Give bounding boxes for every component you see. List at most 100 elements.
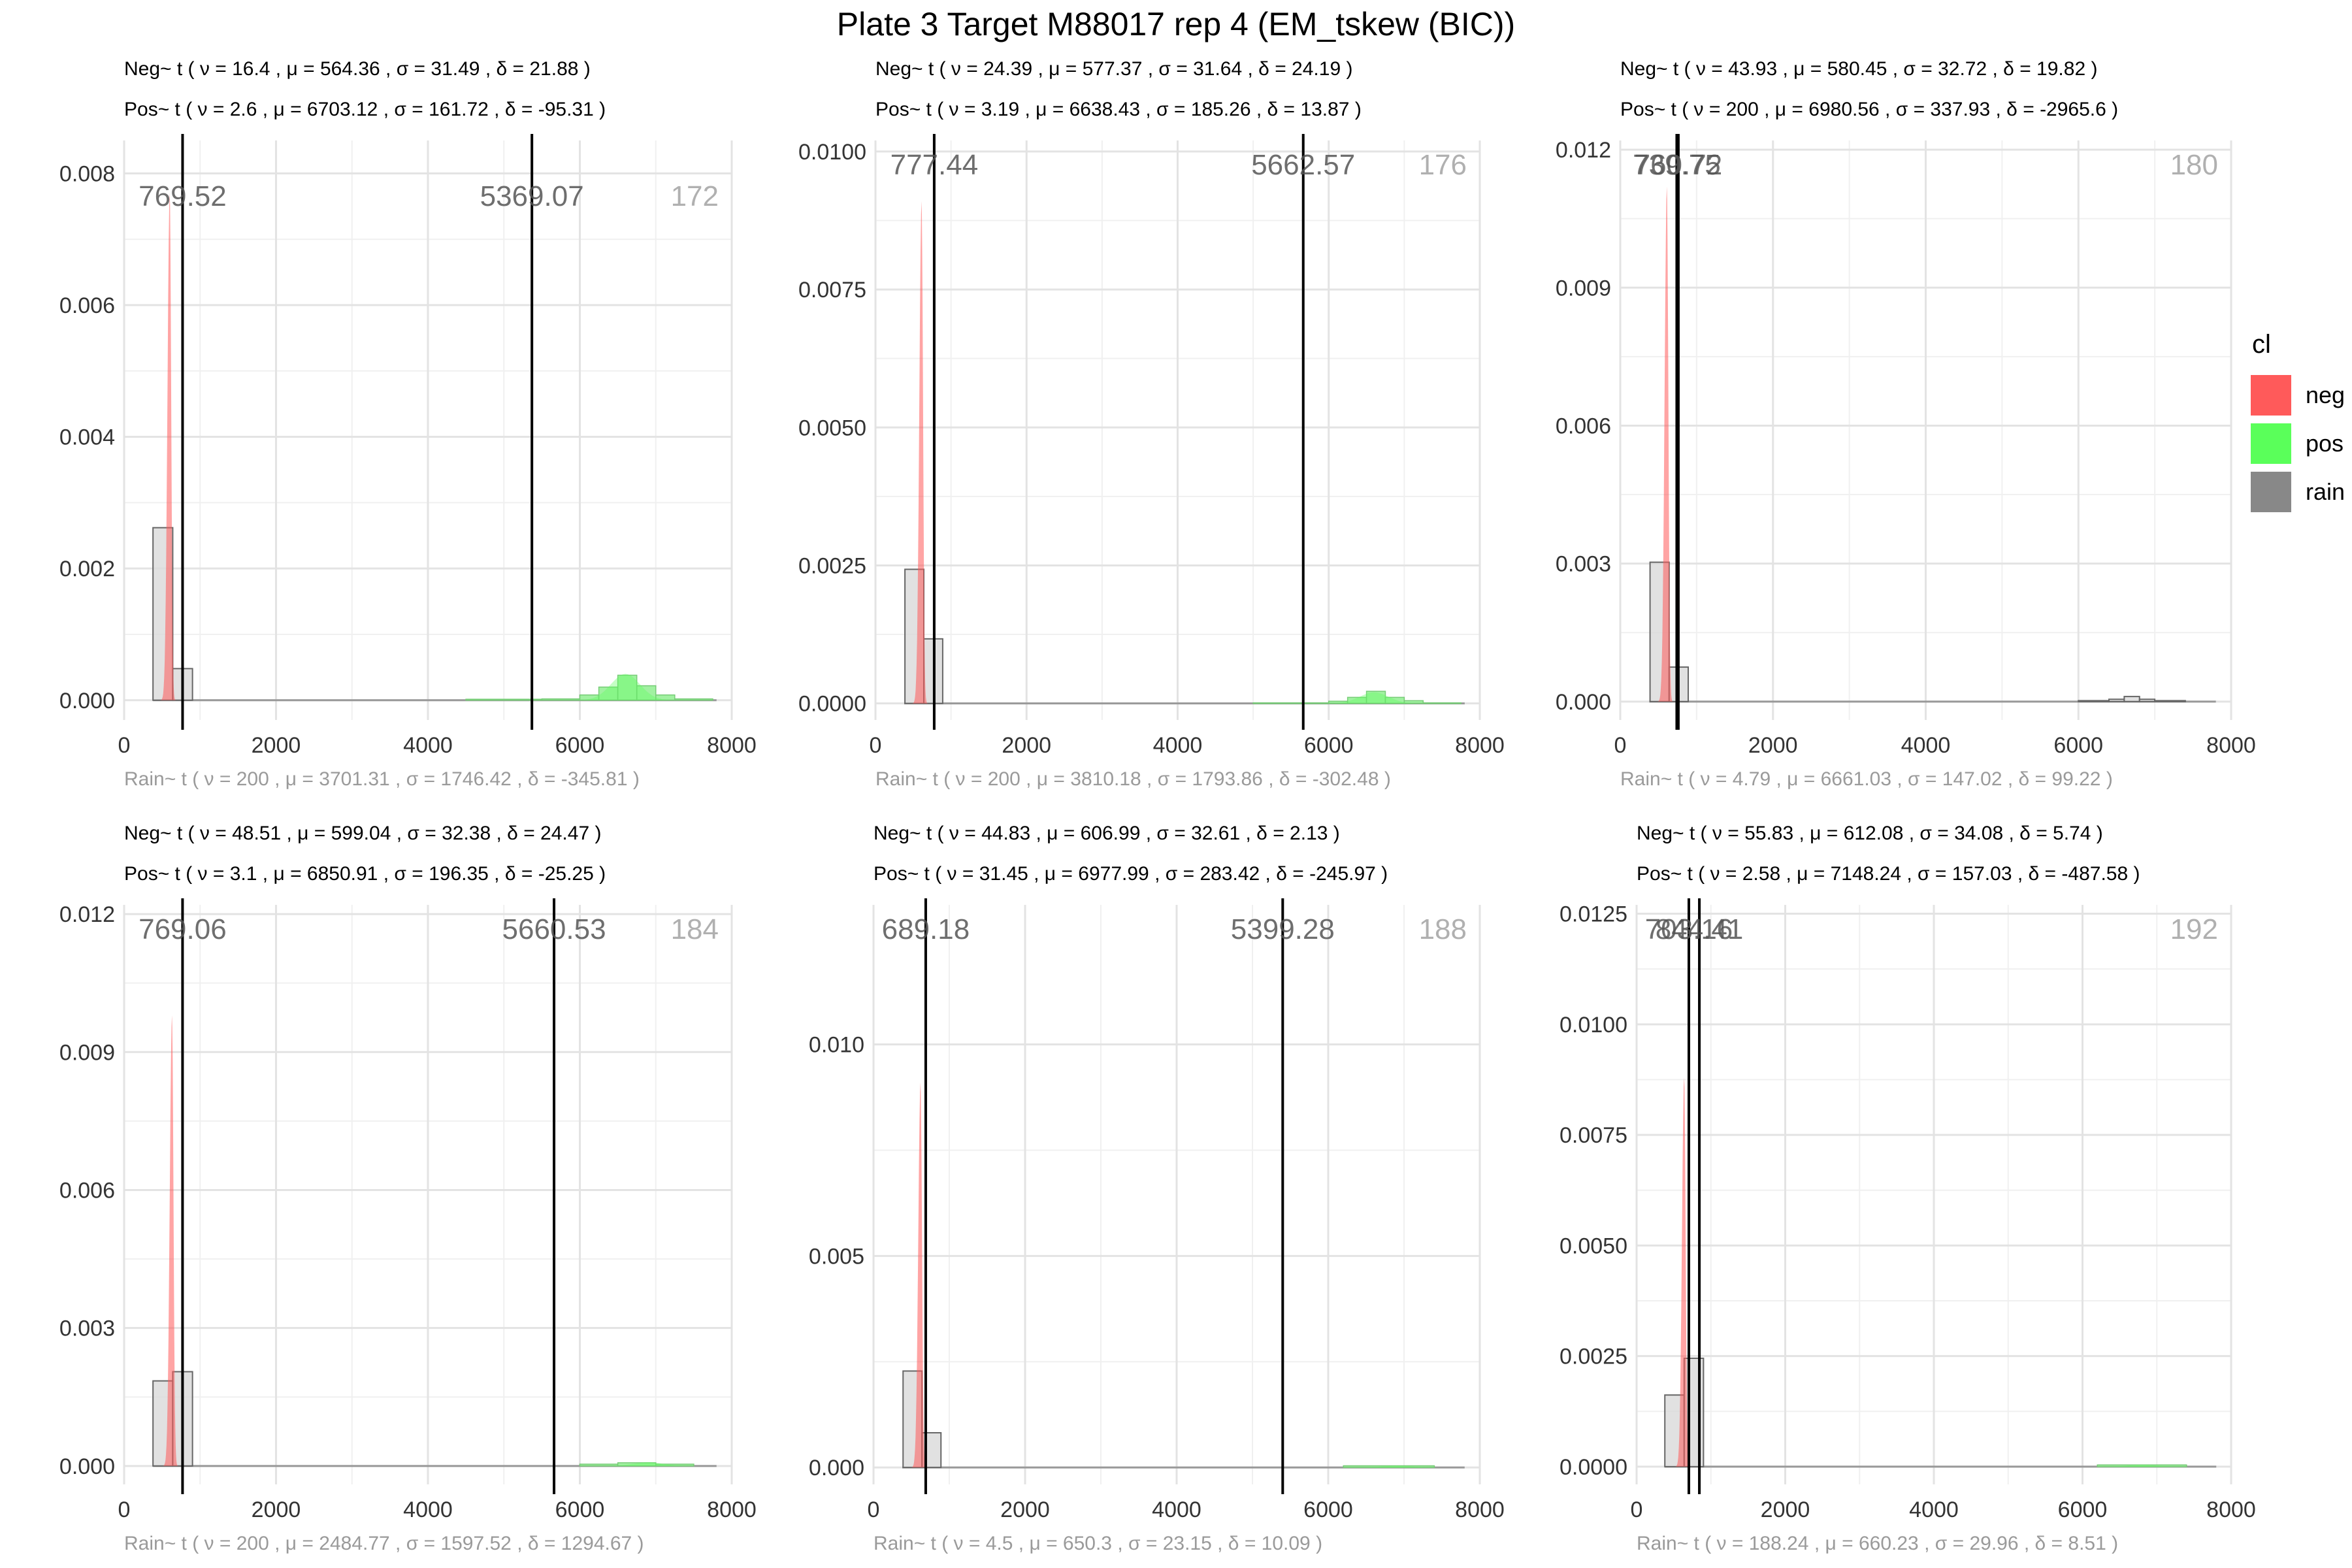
y-tick-label: 0.002 xyxy=(59,557,115,581)
x-tick-label: 2000 xyxy=(1000,1497,1050,1522)
density-pos xyxy=(2089,1465,2195,1467)
x-tick-label: 4000 xyxy=(1909,1497,1959,1522)
x-tick-label: 8000 xyxy=(707,733,757,758)
legend-swatch-rain xyxy=(2251,472,2291,512)
threshold-label: 777.44 xyxy=(890,149,979,181)
figure-title: Plate 3 Target M88017 rep 4 (EM_tskew (B… xyxy=(836,6,1516,42)
x-tick-label: 2000 xyxy=(1748,733,1798,758)
density-neg xyxy=(910,1082,928,1468)
histogram-bar-pos xyxy=(655,694,676,701)
x-tick-label: 6000 xyxy=(555,1497,605,1522)
histogram-bar-rain xyxy=(2138,698,2156,702)
x-tick-label: 2000 xyxy=(1761,1497,1810,1522)
x-tick-label: 4000 xyxy=(1152,1497,1201,1522)
neg-params-label: Neg~ t ( ν = 55.83 , μ = 612.08 , σ = 34… xyxy=(1637,823,2103,844)
y-tick-label: 0.010 xyxy=(809,1033,864,1058)
grid xyxy=(1619,140,2232,720)
histogram-bar-pos xyxy=(1252,702,1330,704)
panel-2: Neg~ t ( ν = 24.39 , μ = 577.37 , σ = 31… xyxy=(798,58,1505,790)
x-tick-label: 8000 xyxy=(2206,733,2256,758)
droplet-count-label: 184 xyxy=(671,913,719,945)
legend-label-rain: rain xyxy=(2306,478,2345,505)
y-tick-label: 0.0025 xyxy=(1560,1345,1627,1369)
histogram-bar-rain xyxy=(2078,700,2110,702)
x-tick-label: 6000 xyxy=(2058,1497,2108,1522)
y-tick-label: 0.0125 xyxy=(1560,902,1627,927)
y-tick-label: 0.000 xyxy=(59,1454,115,1479)
threshold-label: 760.72 xyxy=(1635,149,1723,181)
y-tick-label: 0.005 xyxy=(809,1244,864,1269)
x-tick-label: 0 xyxy=(118,1497,131,1522)
histogram-bar-pos xyxy=(674,698,713,701)
panel-1: Neg~ t ( ν = 16.4 , μ = 564.36 , σ = 31.… xyxy=(59,58,757,790)
pos-params-label: Pos~ t ( ν = 200 , μ = 6980.56 , σ = 337… xyxy=(1620,99,2118,120)
density-pos xyxy=(1343,1465,1450,1468)
histogram-bar-pos xyxy=(655,1463,694,1467)
y-tick-label: 0.000 xyxy=(59,689,115,713)
legend-swatch-neg xyxy=(2251,375,2291,416)
rain-params-label: Rain~ t ( ν = 4.79 , μ = 6661.03 , σ = 1… xyxy=(1620,768,2113,790)
histogram-bar-pos xyxy=(579,1463,619,1467)
x-tick-label: 6000 xyxy=(555,733,605,758)
histogram-bar-pos xyxy=(1422,702,1462,704)
threshold-label: 739.75 xyxy=(1633,149,1721,181)
x-tick-label: 0 xyxy=(870,733,882,758)
y-tick-label: 0.0050 xyxy=(798,416,866,440)
droplet-count-label: 192 xyxy=(2170,913,2218,945)
density-neg xyxy=(1674,1077,1691,1467)
legend-item-neg: neg xyxy=(2251,371,2349,419)
neg-params-label: Neg~ t ( ν = 43.93 , μ = 580.45 , σ = 32… xyxy=(1620,58,2097,80)
x-tick-label: 0 xyxy=(1631,1497,1643,1522)
panel-6: Neg~ t ( ν = 55.83 , μ = 612.08 , σ = 34… xyxy=(1560,823,2256,1554)
y-tick-label: 0.012 xyxy=(1556,138,1611,163)
y-tick-label: 0.008 xyxy=(59,161,115,186)
pos-params-label: Pos~ t ( ν = 3.19 , μ = 6638.43 , σ = 18… xyxy=(875,99,1362,120)
pos-params-label: Pos~ t ( ν = 3.1 , μ = 6850.91 , σ = 196… xyxy=(124,863,606,885)
panel-3: Neg~ t ( ν = 43.93 , μ = 580.45 , σ = 32… xyxy=(1556,58,2256,790)
x-tick-label: 8000 xyxy=(2206,1497,2256,1522)
y-tick-label: 0.0075 xyxy=(1560,1123,1627,1148)
neg-params-label: Neg~ t ( ν = 44.83 , μ = 606.99 , σ = 32… xyxy=(874,823,1340,844)
threshold-label: 769.52 xyxy=(139,180,227,212)
grid xyxy=(123,905,733,1484)
x-tick-label: 0 xyxy=(868,1497,880,1522)
x-tick-label: 0 xyxy=(1614,733,1627,758)
legend-title: cl xyxy=(2252,330,2271,359)
y-tick-label: 0.006 xyxy=(59,1178,115,1203)
y-tick-label: 0.003 xyxy=(59,1316,115,1341)
threshold-label: 5399.28 xyxy=(1231,913,1335,945)
histogram-bar-pos xyxy=(2097,1464,2187,1467)
x-tick-label: 4000 xyxy=(1901,733,1951,758)
grid xyxy=(1635,905,2232,1484)
y-tick-label: 0.004 xyxy=(59,425,115,450)
x-tick-label: 6000 xyxy=(1303,1497,1353,1522)
droplet-count-label: 176 xyxy=(1419,149,1467,181)
histogram-bar-pos xyxy=(465,698,543,701)
x-tick-label: 2000 xyxy=(252,733,301,758)
legend-item-rain: rain xyxy=(2251,468,2349,516)
rain-params-label: Rain~ t ( ν = 200 , μ = 3701.31 , σ = 17… xyxy=(124,768,640,790)
y-tick-label: 0.006 xyxy=(59,293,115,318)
rain-params-label: Rain~ t ( ν = 4.5 , μ = 650.3 , σ = 23.1… xyxy=(874,1533,1322,1554)
x-tick-label: 4000 xyxy=(403,1497,453,1522)
threshold-label: 5662.57 xyxy=(1251,149,1355,181)
threshold-label: 703.16 xyxy=(1645,913,1733,945)
y-tick-label: 0.003 xyxy=(1556,552,1611,577)
grid xyxy=(872,905,1481,1484)
histogram-bar-pos xyxy=(541,698,581,701)
grid xyxy=(123,140,733,720)
x-tick-label: 4000 xyxy=(1153,733,1203,758)
rain-params-label: Rain~ t ( ν = 200 , μ = 3810.18 , σ = 17… xyxy=(875,768,1391,790)
threshold-label: 689.18 xyxy=(882,913,970,945)
density-pos xyxy=(595,1462,702,1466)
legend-label-neg: neg xyxy=(2306,382,2345,408)
x-tick-label: 8000 xyxy=(1455,1497,1505,1522)
x-tick-label: 4000 xyxy=(403,733,453,758)
y-tick-label: 0.000 xyxy=(809,1456,864,1480)
threshold-label: 844.41 xyxy=(1656,913,1744,945)
legend: cl neg pos rain xyxy=(2251,330,2349,516)
histogram-bar-rain xyxy=(2108,698,2125,702)
y-tick-label: 0.009 xyxy=(1556,276,1611,301)
x-tick-label: 2000 xyxy=(252,1497,301,1522)
